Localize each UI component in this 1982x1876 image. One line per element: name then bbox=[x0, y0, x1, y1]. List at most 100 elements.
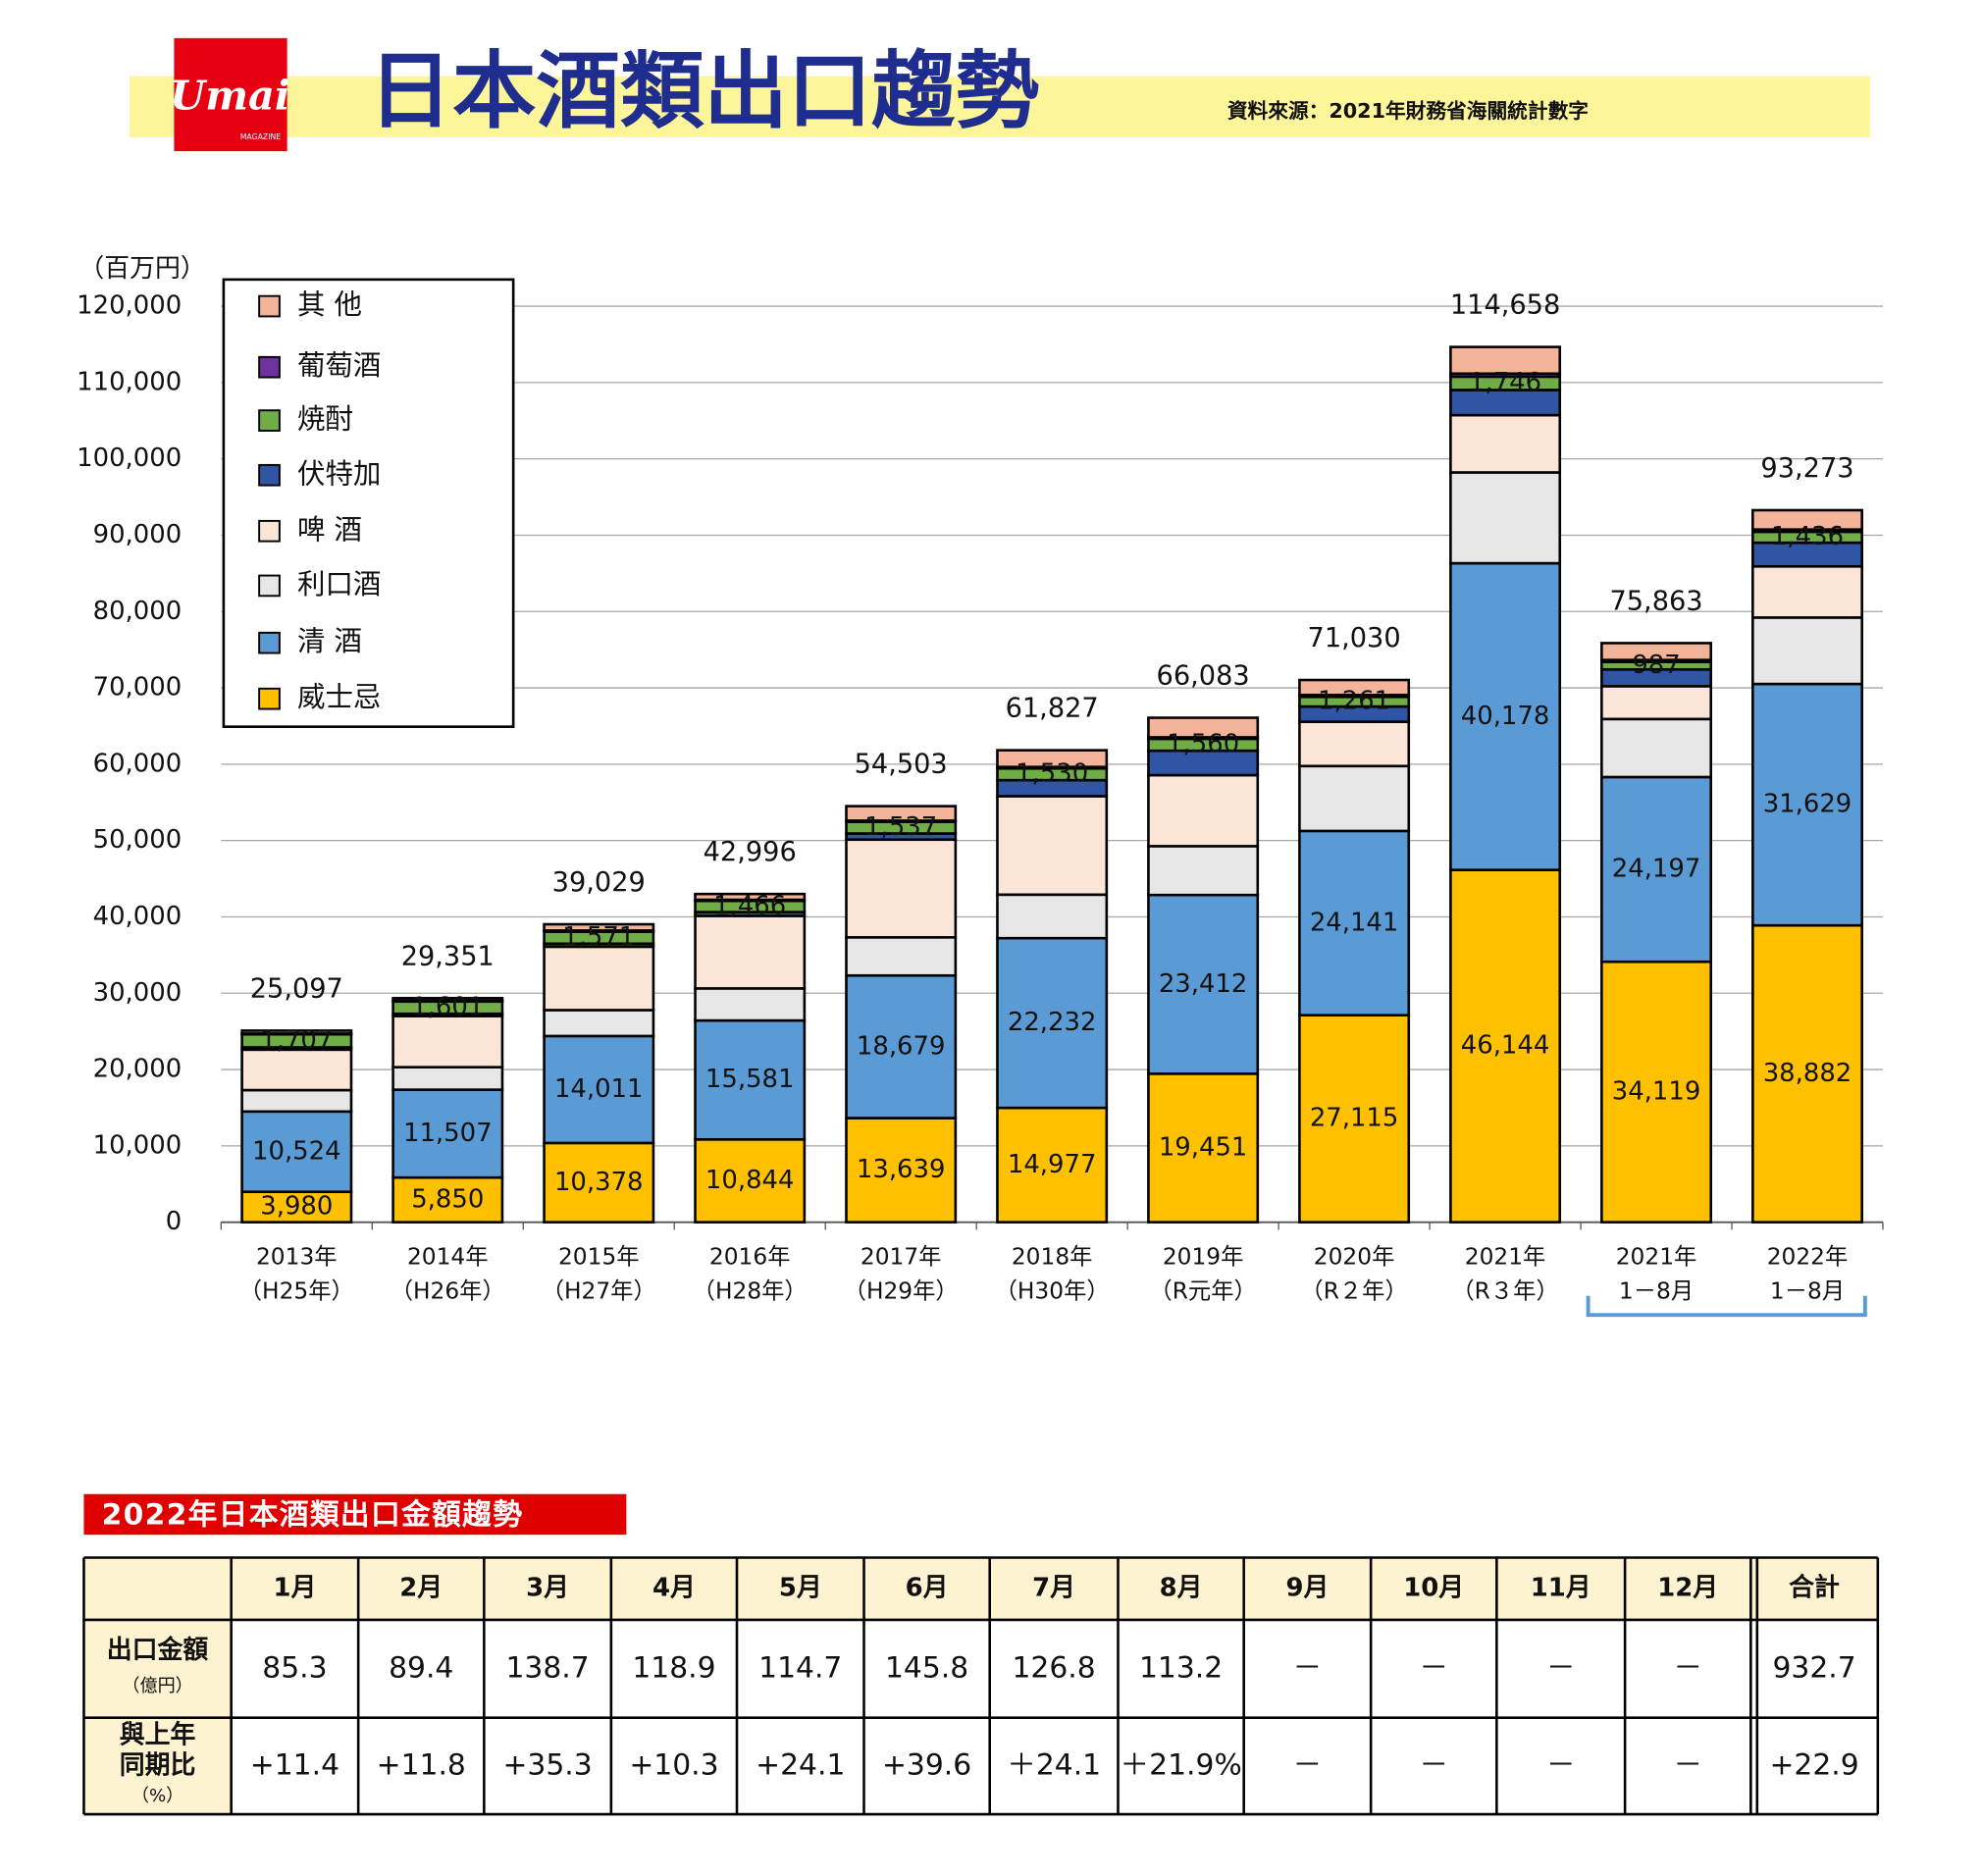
bar-segment bbox=[1147, 1072, 1260, 1224]
x-tick-label: 1－8月 bbox=[1770, 1277, 1845, 1304]
row-label: 同期比 bbox=[120, 1750, 196, 1780]
data-label: 38,882 bbox=[1763, 1059, 1852, 1088]
y-axis-label: （百万円） bbox=[78, 254, 205, 284]
table-cell: － bbox=[1293, 1747, 1323, 1782]
period-bracket bbox=[1586, 1295, 1867, 1318]
total-label: 93,273 bbox=[1760, 453, 1853, 484]
table-cell: +11.8 bbox=[377, 1747, 466, 1782]
data-label: 1,601 bbox=[411, 992, 484, 1021]
bar-segment bbox=[1449, 868, 1562, 1224]
y-tick-label: 60,000 bbox=[93, 749, 183, 778]
x-tick-label: 2018年 bbox=[1012, 1243, 1093, 1270]
header-band bbox=[130, 76, 1871, 137]
total-label: 66,083 bbox=[1157, 661, 1250, 692]
table-cell: － bbox=[1293, 1650, 1323, 1685]
table-header: 10月 bbox=[1403, 1574, 1464, 1603]
table-cell: ＋24.1 bbox=[1007, 1747, 1101, 1782]
legend-swatch bbox=[258, 294, 281, 318]
table-header: 9月 bbox=[1285, 1574, 1329, 1603]
bar-segment bbox=[240, 1029, 353, 1035]
y-tick-label: 40,000 bbox=[93, 902, 183, 931]
data-label: 10,524 bbox=[252, 1136, 341, 1166]
data-label: 1,560 bbox=[1167, 730, 1239, 759]
bar-segment bbox=[391, 1066, 504, 1091]
bar-segment bbox=[1298, 764, 1411, 833]
table-title-box bbox=[83, 1493, 627, 1536]
bar-segment bbox=[1298, 720, 1411, 768]
bar-segment bbox=[1751, 616, 1863, 686]
legend-swatch bbox=[258, 463, 281, 487]
table-header: 8月 bbox=[1160, 1574, 1203, 1603]
bar-segment bbox=[1449, 389, 1562, 417]
data-label: 11,507 bbox=[403, 1119, 493, 1148]
y-tick-label: 110,000 bbox=[77, 367, 182, 396]
data-label: 34,119 bbox=[1612, 1076, 1701, 1106]
table-header: 合計 bbox=[1789, 1573, 1840, 1603]
data-label: 15,581 bbox=[705, 1065, 795, 1094]
x-tick-label: 2013年 bbox=[256, 1243, 338, 1270]
bar-segment bbox=[694, 914, 807, 990]
legend-swatch bbox=[258, 631, 281, 654]
bar-segment bbox=[1600, 717, 1713, 779]
x-tick-label: （H26年） bbox=[391, 1277, 505, 1304]
table-title: 2022年日本酒類出口金額趨勢 bbox=[102, 1497, 524, 1532]
bar-segment bbox=[543, 1034, 655, 1145]
bar-segment bbox=[845, 805, 958, 822]
legend-label: 焼酎 bbox=[297, 403, 353, 436]
table-cell: ＋21.9% bbox=[1120, 1747, 1241, 1782]
bar-segment bbox=[1751, 564, 1863, 619]
logo-box bbox=[174, 37, 287, 152]
x-tick-label: （H27年） bbox=[542, 1277, 656, 1304]
x-tick-label: 1－8月 bbox=[1619, 1277, 1694, 1304]
bar-segment bbox=[1147, 773, 1260, 848]
bar-segment bbox=[1449, 413, 1562, 474]
logo: Umai bbox=[170, 71, 290, 119]
x-tick-label: 2015年 bbox=[558, 1243, 640, 1270]
bar-segment bbox=[996, 893, 1109, 940]
y-tick-label: 10,000 bbox=[93, 1130, 183, 1160]
y-tick-label: 20,000 bbox=[93, 1055, 183, 1084]
table-cell: +35.3 bbox=[502, 1747, 592, 1782]
y-tick-label: 120,000 bbox=[77, 291, 182, 321]
table-header: 3月 bbox=[526, 1574, 569, 1603]
table-header-bg bbox=[83, 1557, 1878, 1620]
x-tick-label: （R３年） bbox=[1451, 1277, 1558, 1304]
table-cell: － bbox=[1673, 1650, 1702, 1685]
bar-segment bbox=[1298, 1014, 1411, 1224]
bar-segment bbox=[1449, 471, 1562, 565]
table-cell: － bbox=[1546, 1650, 1576, 1685]
bar-segment bbox=[996, 1106, 1109, 1224]
total-label: 39,029 bbox=[552, 867, 646, 898]
table-header: 12月 bbox=[1657, 1574, 1718, 1603]
bar-segment bbox=[996, 936, 1109, 1110]
bar-segment bbox=[694, 1138, 807, 1224]
bar-segment bbox=[543, 945, 655, 1012]
legend-label: 威士忌 bbox=[297, 681, 381, 713]
table-cell: 126.8 bbox=[1012, 1650, 1095, 1685]
y-tick-label: 100,000 bbox=[77, 443, 182, 473]
table-header: 1月 bbox=[273, 1574, 316, 1603]
data-label: 5,850 bbox=[411, 1184, 484, 1214]
x-tick-label: （H28年） bbox=[693, 1277, 808, 1304]
bar-segment bbox=[1600, 960, 1713, 1224]
total-label: 25,097 bbox=[250, 973, 343, 1004]
data-label: 22,232 bbox=[1008, 1008, 1097, 1037]
table-cell: － bbox=[1673, 1747, 1702, 1782]
table-cell: +10.3 bbox=[629, 1747, 718, 1782]
data-label: 3,980 bbox=[260, 1192, 333, 1222]
data-label: 14,011 bbox=[554, 1074, 644, 1104]
row-label: 出口金額 bbox=[107, 1635, 209, 1665]
bar-segment bbox=[240, 1088, 353, 1114]
x-tick-label: 2022年 bbox=[1767, 1243, 1849, 1270]
total-label: 114,658 bbox=[1450, 290, 1560, 321]
y-tick-label: 30,000 bbox=[93, 978, 183, 1008]
data-label: 1,571 bbox=[562, 922, 635, 952]
bar-segment bbox=[1600, 642, 1713, 661]
x-tick-label: 2021年 bbox=[1465, 1243, 1546, 1270]
data-label: 40,178 bbox=[1461, 702, 1550, 731]
data-label: 1,537 bbox=[864, 812, 937, 842]
x-tick-label: 2020年 bbox=[1314, 1243, 1395, 1270]
bar-segment bbox=[996, 749, 1109, 768]
data-label: 13,639 bbox=[857, 1155, 946, 1184]
source: 資料來源：2021年財務省海關統計數字 bbox=[1227, 99, 1589, 123]
